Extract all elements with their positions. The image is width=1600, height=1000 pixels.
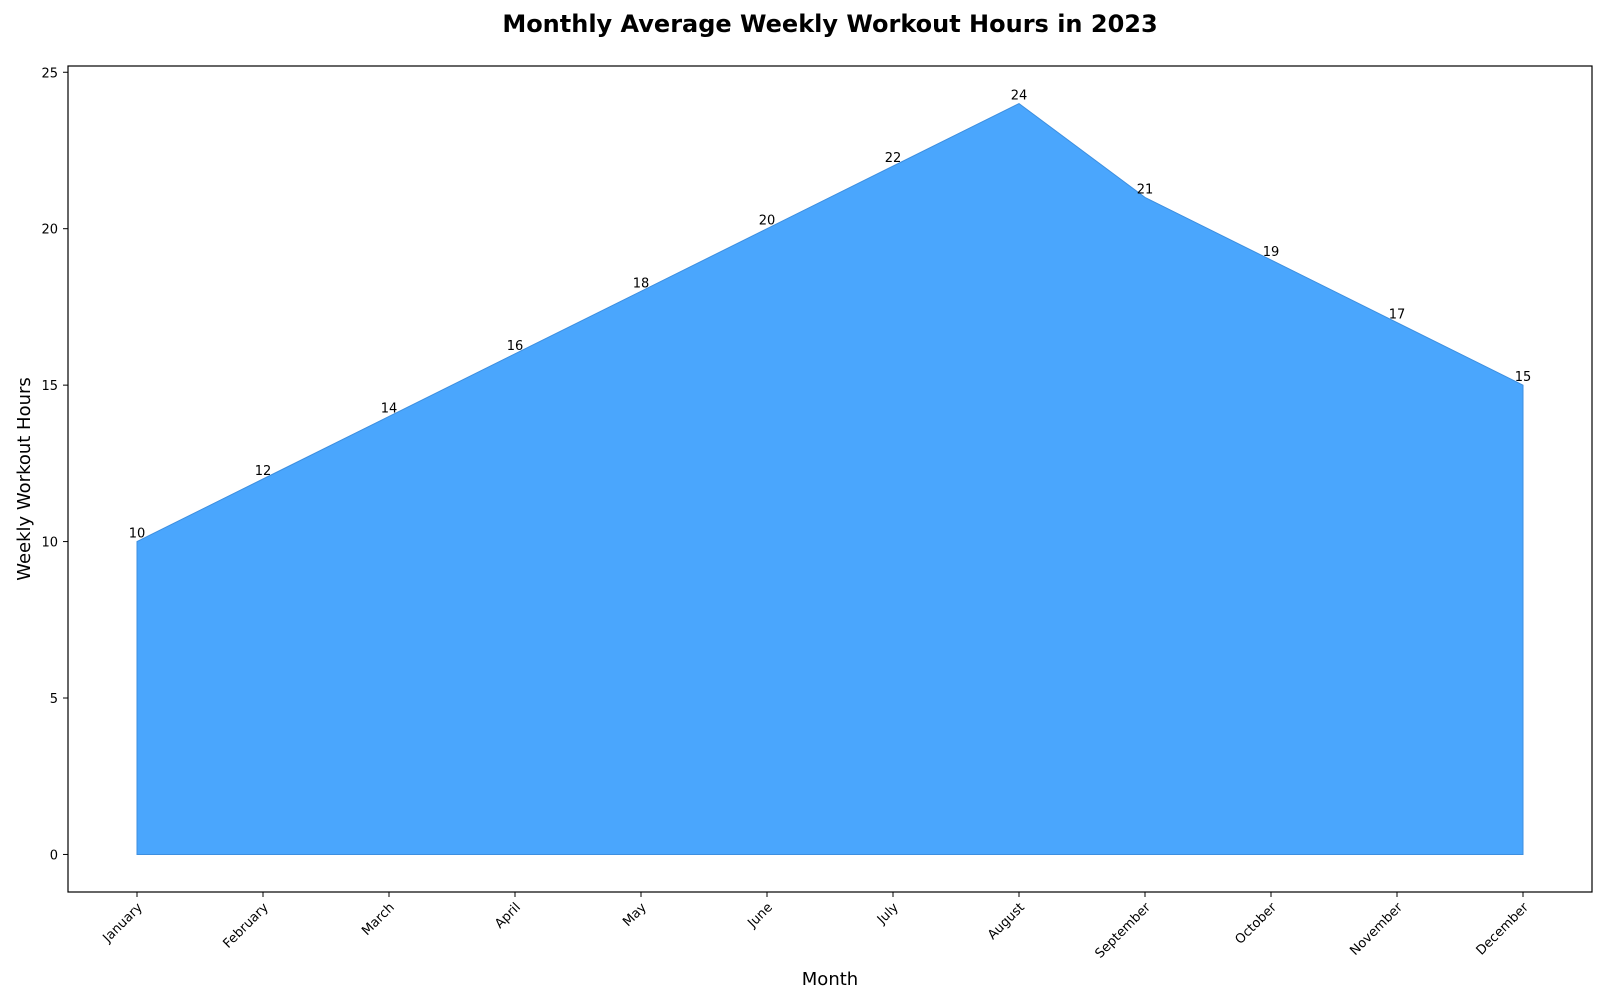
plot-area: 10 12 14 16 18 20 22 24 21 19 17 15 xyxy=(129,89,1532,855)
data-label: 15 xyxy=(1515,370,1532,385)
data-label: 10 xyxy=(129,527,146,542)
x-tick-label: May xyxy=(620,900,650,930)
data-label: 12 xyxy=(255,464,272,479)
data-label: 21 xyxy=(1137,182,1154,197)
x-axis-label: Month xyxy=(802,969,858,990)
plot-frame xyxy=(67,65,1593,893)
x-tick-label: April xyxy=(492,900,524,932)
x-tick-label: January xyxy=(100,900,146,946)
y-tick-label: 20 xyxy=(41,223,58,238)
x-tick-label: February xyxy=(220,900,272,952)
x-axis: January February March April May June July Augu… xyxy=(100,892,1533,962)
y-tick-label: 5 xyxy=(50,692,58,707)
data-label: 20 xyxy=(759,214,776,229)
y-tick-label: 25 xyxy=(41,66,58,81)
chart-title: Monthly Average Weekly Workout Hours in … xyxy=(502,10,1157,38)
data-label: 24 xyxy=(1011,89,1028,104)
data-label: 22 xyxy=(885,151,902,166)
data-label: 14 xyxy=(381,401,398,416)
x-tick-label: December xyxy=(1474,900,1533,959)
data-label: 17 xyxy=(1389,308,1406,323)
data-label: 18 xyxy=(633,276,650,291)
data-label: 16 xyxy=(507,339,524,354)
y-axis: 0 5 10 15 20 25 xyxy=(41,66,68,863)
x-tick-label: October xyxy=(1232,900,1280,948)
area-series xyxy=(136,102,1524,855)
data-label: 19 xyxy=(1263,245,1280,260)
x-tick-label: July xyxy=(874,900,902,928)
x-tick-label: August xyxy=(985,900,1028,943)
x-tick-label: September xyxy=(1092,900,1154,962)
y-tick-label: 0 xyxy=(50,848,58,863)
y-axis-label: Weekly Workout Hours xyxy=(14,377,35,581)
x-tick-label: June xyxy=(744,900,775,931)
x-tick-label: November xyxy=(1347,900,1406,959)
y-tick-label: 15 xyxy=(41,379,58,394)
y-tick-label: 10 xyxy=(41,536,58,551)
x-tick-label: March xyxy=(359,900,398,939)
